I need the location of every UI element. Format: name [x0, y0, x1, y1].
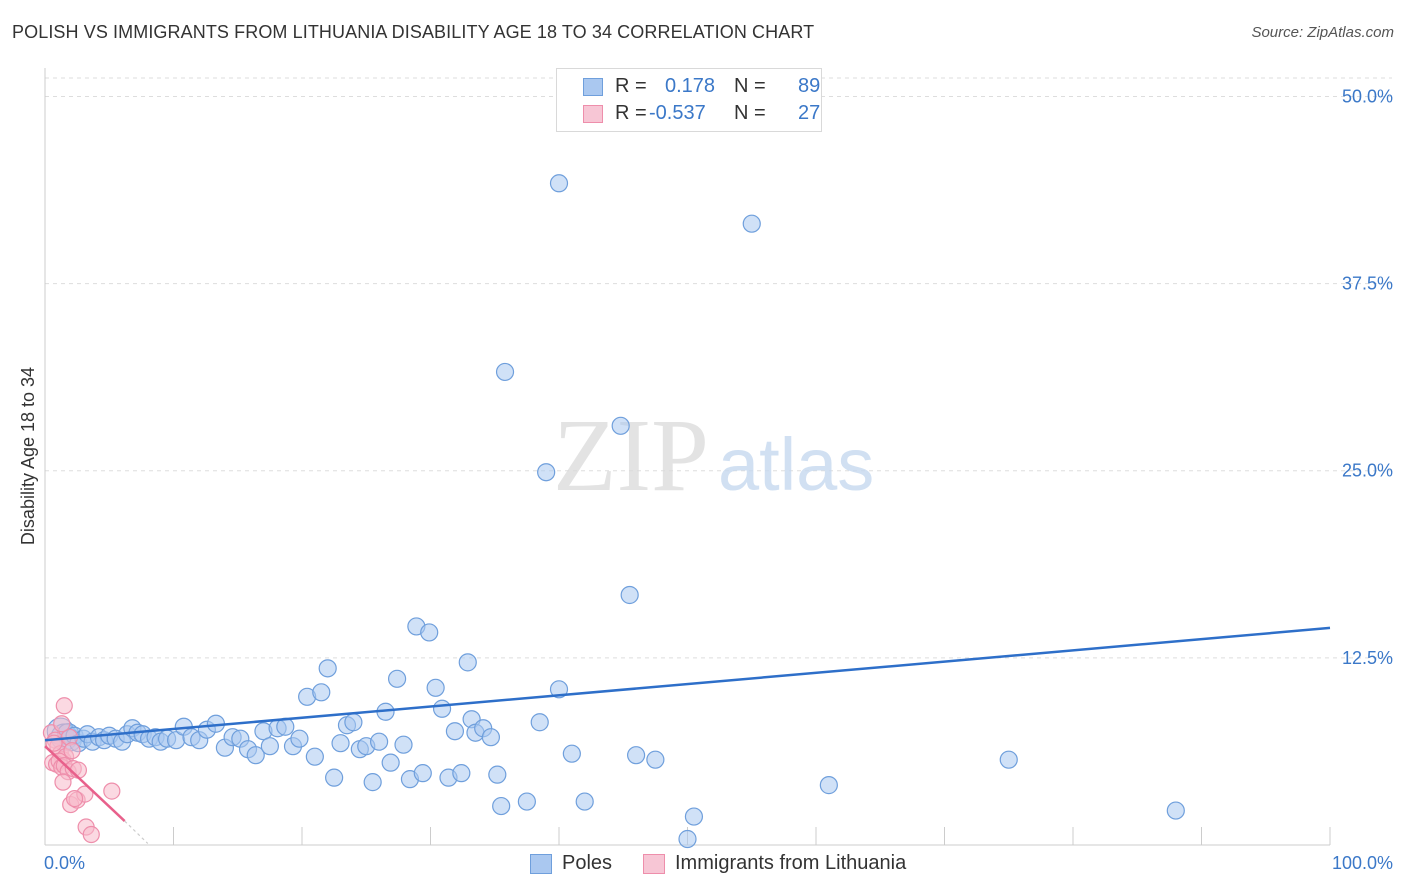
poles-point	[452, 764, 471, 783]
poles-point	[626, 746, 646, 765]
y-tick-label: 12.5%	[1342, 648, 1393, 668]
poles-legend-label: Poles	[562, 852, 613, 874]
lithuania-point	[82, 825, 100, 844]
lithuania-trend-line	[44, 745, 126, 822]
poles-point	[331, 734, 350, 753]
y-tick-label: 50.0%	[1342, 86, 1393, 106]
watermark-atlas: atlas	[718, 423, 874, 506]
poles-point	[495, 362, 515, 382]
lithuania-point	[55, 697, 73, 715]
poles-point	[394, 735, 413, 754]
legend-n-value-lithuania: 27	[798, 102, 821, 124]
poles-point	[363, 773, 382, 792]
y-tick-label: 37.5%	[1342, 274, 1393, 294]
poles-point	[370, 732, 389, 751]
poles-point	[426, 678, 445, 697]
poles-point	[305, 747, 324, 766]
poles-point	[611, 416, 630, 435]
series-layer	[42, 174, 1331, 849]
poles-point	[999, 750, 1018, 769]
poles-point	[620, 585, 639, 605]
poles-point	[819, 776, 838, 795]
y-axis-label: Disability Age 18 to 34	[18, 367, 38, 545]
source-label: Source: ZipAtlas.com	[1251, 24, 1394, 41]
poles-point	[530, 713, 549, 732]
legend-n-value-poles: 89	[798, 75, 821, 97]
poles-point	[1166, 801, 1185, 820]
poles-point	[549, 174, 569, 193]
legend-n-label: N =	[734, 75, 766, 97]
watermark: ZIP atlas	[553, 398, 874, 513]
legend-r-value-lithuania: -0.537	[649, 102, 706, 124]
poles-point	[492, 796, 511, 816]
poles-point	[684, 807, 704, 826]
poles-point	[290, 729, 309, 748]
poles-point	[575, 792, 594, 811]
poles-point	[413, 764, 432, 783]
poles-point	[488, 765, 507, 784]
poles-point	[387, 669, 407, 688]
tick-labels: 12.5% 25.0% 37.5% 50.0% 0.0% 100.0%	[44, 86, 1393, 873]
poles-point	[246, 746, 265, 765]
lithuania-point	[103, 782, 121, 800]
poles-point	[481, 728, 500, 747]
poles-point	[312, 683, 331, 702]
lithuania-legend-swatch	[643, 854, 665, 874]
poles-point	[562, 744, 581, 763]
y-tick-label: 25.0%	[1342, 461, 1393, 481]
poles-point	[318, 659, 337, 678]
lithuania-point	[54, 773, 72, 791]
poles-point	[381, 753, 400, 772]
poles-point	[344, 713, 363, 732]
lithuania-point	[69, 761, 88, 779]
poles-point	[537, 463, 556, 482]
poles-point	[260, 737, 279, 756]
lithuania-point	[63, 742, 81, 760]
legend-r-value-poles: 0.178	[665, 75, 716, 97]
x-tick-label-max: 100.0%	[1332, 853, 1393, 873]
poles-point	[458, 653, 477, 672]
legend-r-label: R =	[615, 102, 647, 124]
poles-trend-line	[44, 626, 1331, 742]
poles-legend-swatch	[530, 854, 552, 874]
watermark-zip: ZIP	[553, 398, 709, 513]
lithuania-point	[53, 715, 71, 733]
poles-point	[742, 214, 761, 233]
poles-point	[646, 750, 665, 769]
poles-point	[678, 829, 697, 849]
poles-point	[445, 722, 465, 741]
poles-point	[549, 680, 569, 699]
correlation-legend: R = 0.178 N = 89 R = -0.537 N = 27	[556, 68, 822, 132]
lithuania-point	[65, 789, 84, 808]
gridlines	[45, 77, 1392, 659]
legend-n-label: N =	[734, 102, 766, 124]
poles-point	[517, 792, 536, 811]
legend-r-label: R =	[615, 75, 647, 97]
x-tick-label-min: 0.0%	[44, 853, 85, 873]
lithuania-swatch	[583, 105, 603, 123]
lithuania-trend-extension	[124, 820, 149, 844]
poles-swatch	[583, 78, 603, 96]
poles-point	[432, 699, 452, 718]
chart-title: POLISH VS IMMIGRANTS FROM LITHUANIA DISA…	[12, 22, 815, 42]
poles-point	[325, 768, 344, 787]
poles-point	[420, 623, 439, 642]
lithuania-legend-label: Immigrants from Lithuania	[675, 852, 907, 874]
